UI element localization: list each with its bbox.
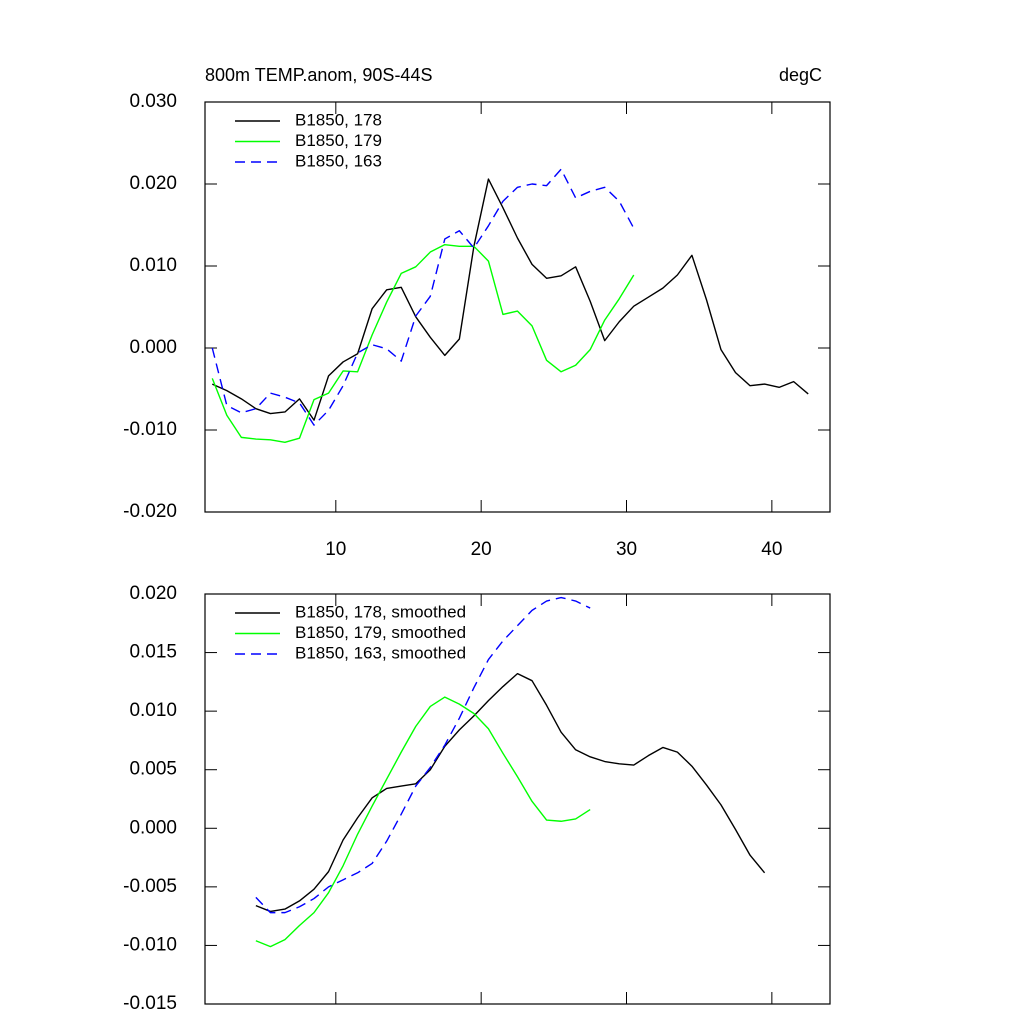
legend-label: B1850, 163, smoothed [295,643,466,662]
x-tick-label: 20 [471,539,492,560]
y-tick-label: -0.015 [123,993,177,1014]
legend-label: B1850, 179 [295,131,382,150]
legend-label: B1850, 179, smoothed [295,623,466,642]
legend-label: B1850, 178 [295,110,382,129]
series-line [211,168,635,426]
y-tick-label: -0.010 [123,419,177,440]
legend-label: B1850, 163 [295,151,382,170]
y-tick-label: 0.015 [129,642,177,663]
plot-frame [204,101,831,513]
chart-title: 800m TEMP.anom, 90S-44S [205,65,432,85]
series-line [255,696,591,948]
plot-frame [204,593,831,1005]
x-tick-label: 40 [761,539,782,560]
legend-label: B1850, 178, smoothed [295,602,466,621]
y-tick-label: 0.010 [129,700,177,721]
y-tick-label: -0.010 [123,934,177,955]
x-tick-label: 10 [325,539,346,560]
y-tick-label: -0.020 [123,501,177,522]
y-tick-label: 0.030 [129,91,177,112]
y-tick-label: 0.010 [129,255,177,276]
y-tick-label: -0.005 [123,876,177,897]
units-label: degC [779,65,822,85]
series-line [211,243,635,443]
series-line [211,178,809,421]
y-tick-label: 0.020 [129,173,177,194]
y-tick-label: 0.000 [129,337,177,358]
y-tick-label: 0.000 [129,817,177,838]
y-tick-label: 0.005 [129,759,177,780]
y-tick-label: 0.020 [129,583,177,604]
series-line [255,596,591,914]
series-line [255,672,766,913]
x-tick-label: 30 [616,539,637,560]
